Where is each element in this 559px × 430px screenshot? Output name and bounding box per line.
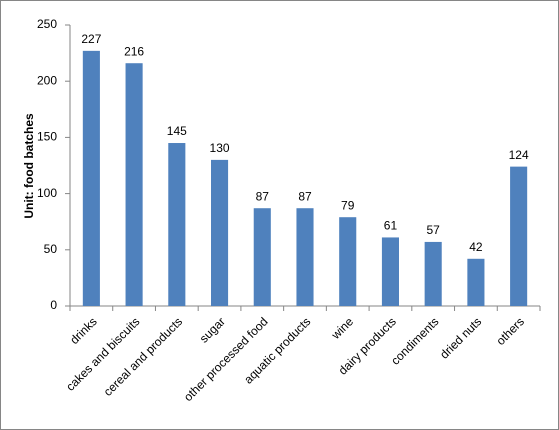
bar — [339, 217, 357, 306]
data-label: 227 — [81, 32, 101, 46]
data-label: 145 — [167, 124, 187, 138]
y-tick-label: 250 — [37, 17, 57, 31]
y-tick-label: 150 — [37, 130, 57, 144]
y-tick-label: 200 — [37, 73, 57, 87]
bar — [253, 208, 271, 306]
data-label: 87 — [256, 189, 270, 203]
bar — [381, 237, 399, 306]
y-axis-title: Unit: food batches — [22, 113, 36, 219]
data-label: 61 — [384, 219, 398, 233]
data-label: 79 — [341, 198, 355, 212]
bar — [125, 63, 143, 306]
bar — [510, 166, 528, 306]
data-label: 130 — [210, 141, 230, 155]
bar — [296, 208, 314, 306]
data-label: 57 — [427, 223, 441, 237]
bar — [424, 241, 442, 306]
bar — [168, 143, 186, 306]
data-label: 124 — [509, 148, 529, 162]
data-label: 42 — [469, 240, 483, 254]
data-label: 216 — [124, 44, 144, 58]
data-label: 87 — [298, 189, 312, 203]
y-tick-label: 50 — [44, 242, 58, 256]
y-tick-label: 0 — [50, 298, 57, 312]
bar — [467, 258, 485, 306]
y-tick-label: 100 — [37, 186, 57, 200]
bar — [82, 50, 100, 306]
bar — [211, 159, 229, 306]
